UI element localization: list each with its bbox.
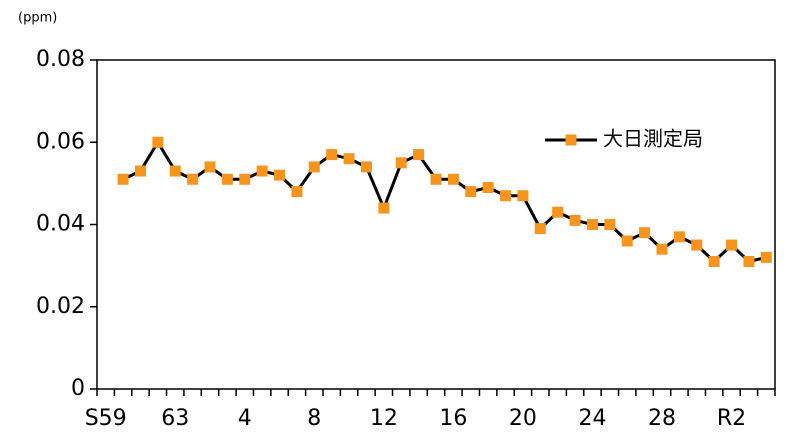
series-line <box>122 139 767 264</box>
marker <box>117 173 129 185</box>
y-tick-label: 0.06 <box>36 129 85 154</box>
x-tick-label: 20 <box>509 406 537 431</box>
marker <box>517 190 529 202</box>
marker <box>187 173 199 185</box>
marker <box>343 153 355 165</box>
marker <box>326 149 338 161</box>
x-tick-label: 4 <box>238 406 252 431</box>
y-tick-label: 0.02 <box>36 294 85 319</box>
marker <box>708 256 720 268</box>
marker <box>430 173 442 185</box>
marker <box>169 165 181 177</box>
y-tick-label: 0.08 <box>36 47 85 72</box>
marker <box>552 206 564 218</box>
legend-marker <box>565 134 577 146</box>
marker <box>482 181 494 193</box>
y-axis-label: (ppm) <box>18 11 57 26</box>
marker <box>500 190 512 202</box>
marker <box>569 214 581 226</box>
marker <box>256 165 268 177</box>
marker <box>291 186 303 198</box>
marker <box>152 136 164 148</box>
marker <box>395 157 407 169</box>
marker <box>656 243 668 255</box>
marker <box>221 173 233 185</box>
marker <box>378 202 390 214</box>
x-tick-label: 63 <box>161 406 189 431</box>
marker <box>360 161 372 173</box>
marker <box>447 173 459 185</box>
y-tick-label: 0 <box>71 376 85 401</box>
marker <box>465 186 477 198</box>
y-tick-label: 0.04 <box>36 212 85 237</box>
marker <box>604 219 616 230</box>
marker <box>673 231 685 243</box>
marker <box>134 165 146 177</box>
marker <box>621 235 633 247</box>
marker <box>239 173 251 185</box>
x-tick-label: S59 <box>85 406 127 431</box>
marker <box>691 239 703 251</box>
x-tick-label: 24 <box>578 406 606 431</box>
marker <box>413 149 425 161</box>
marker <box>726 239 738 251</box>
legend-label: 大日測定局 <box>603 127 703 151</box>
marker <box>204 161 216 173</box>
plot-frame <box>96 59 776 390</box>
x-tick-label: 8 <box>307 406 321 431</box>
marker <box>586 219 598 230</box>
marker <box>760 251 772 263</box>
x-tick-label: 28 <box>648 406 676 431</box>
marker <box>639 227 651 239</box>
marker <box>743 256 755 268</box>
marker <box>274 169 286 181</box>
x-tick-label: R2 <box>717 406 746 431</box>
marker <box>308 161 320 173</box>
marker <box>534 223 546 235</box>
x-tick-label: 12 <box>370 406 398 431</box>
x-tick-label: 16 <box>439 406 467 431</box>
